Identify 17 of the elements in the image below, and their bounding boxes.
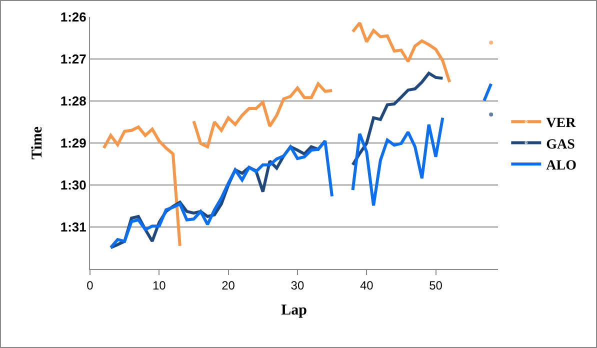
y-tick-label: 1:27 xyxy=(60,52,86,67)
y-tick-label: 1:26 xyxy=(60,10,86,25)
legend-label: ALO xyxy=(546,158,577,174)
y-axis-title: Time xyxy=(30,126,46,160)
y-tick-label: 1:31 xyxy=(60,220,86,235)
x-tick-label: 20 xyxy=(222,278,236,292)
x-tick-label: 0 xyxy=(86,278,94,292)
x-tick-label: 10 xyxy=(152,278,166,292)
legend-label: VER xyxy=(546,116,577,132)
y-tick-label: 1:28 xyxy=(60,94,86,109)
legend-label: GAS xyxy=(546,137,576,152)
x-tick-label: 40 xyxy=(360,278,374,292)
x-tick-label: 30 xyxy=(290,278,304,292)
y-tick-label: 1:29 xyxy=(60,136,86,151)
x-tick-label: 50 xyxy=(429,278,443,292)
x-axis-title: Lap xyxy=(281,302,307,318)
y-tick-label: 1:30 xyxy=(60,178,86,193)
